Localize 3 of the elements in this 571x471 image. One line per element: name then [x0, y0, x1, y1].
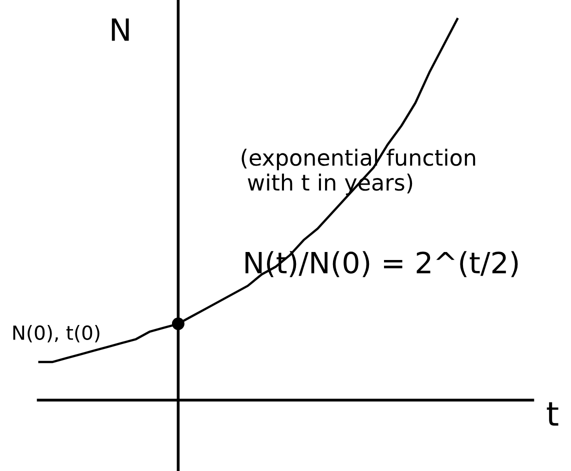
x-axis-title: t: [546, 402, 558, 426]
y-axis-title: N: [112, 18, 129, 41]
annotation: N(0), t(0): [13, 325, 100, 342]
